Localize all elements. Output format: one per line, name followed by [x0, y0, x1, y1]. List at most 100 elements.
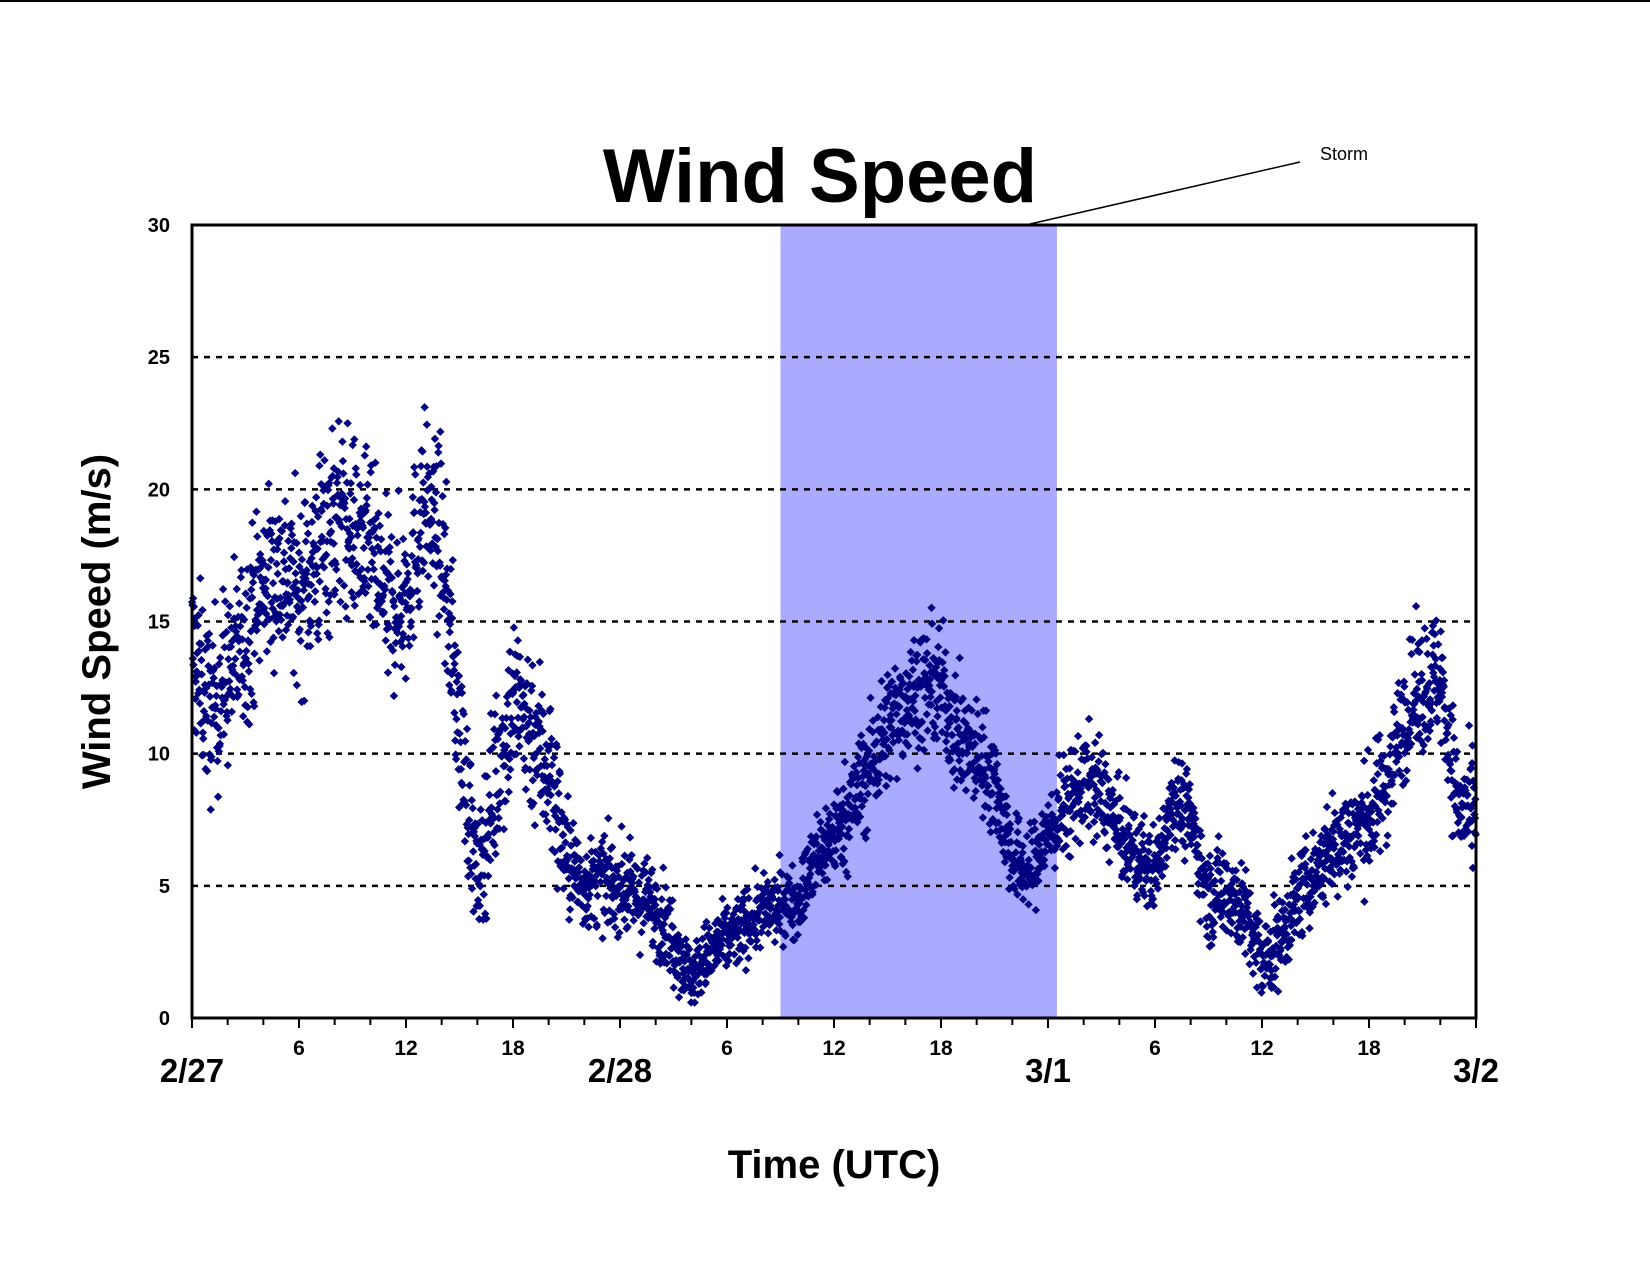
data-point — [1387, 780, 1397, 789]
data-point — [1333, 820, 1342, 829]
data-point — [1225, 895, 1235, 904]
data-point — [1402, 698, 1412, 707]
data-point — [1202, 881, 1211, 891]
data-point — [309, 546, 319, 556]
data-point — [811, 880, 821, 890]
data-point — [1171, 791, 1180, 801]
data-point — [1204, 933, 1214, 942]
data-point — [299, 696, 309, 705]
data-point — [913, 764, 922, 773]
data-point — [532, 770, 542, 780]
data-point — [931, 656, 940, 666]
data-point — [1002, 822, 1012, 831]
data-point — [228, 661, 238, 670]
data-point — [300, 497, 310, 507]
data-point — [1022, 832, 1032, 841]
data-point — [698, 958, 708, 968]
data-point — [654, 943, 663, 953]
data-point — [1180, 856, 1189, 866]
data-point — [1167, 809, 1177, 819]
data-point — [457, 688, 467, 698]
data-point — [1073, 731, 1083, 741]
data-point — [267, 529, 276, 538]
data-point — [517, 703, 526, 712]
data-point — [1323, 846, 1332, 855]
data-point — [392, 538, 402, 547]
data-point — [433, 546, 443, 556]
data-point — [311, 493, 321, 502]
data-point — [751, 943, 761, 952]
data-point — [360, 577, 369, 586]
data-point — [1396, 690, 1406, 699]
data-point — [1373, 817, 1382, 827]
data-point — [574, 887, 584, 896]
data-point — [568, 893, 577, 902]
data-point — [1457, 799, 1467, 808]
data-point — [459, 709, 468, 719]
data-point — [925, 661, 934, 670]
data-point — [248, 578, 258, 587]
data-point — [315, 577, 324, 586]
data-point — [1240, 924, 1249, 934]
data-point — [1050, 845, 1059, 854]
data-point — [1235, 937, 1245, 947]
data-point — [1385, 750, 1395, 759]
data-point — [1419, 697, 1428, 707]
data-point — [304, 628, 313, 637]
data-point — [1293, 883, 1303, 893]
data-point — [313, 629, 322, 638]
data-point — [700, 922, 709, 932]
data-point — [1248, 928, 1257, 937]
data-point — [1178, 814, 1187, 823]
data-point — [677, 941, 686, 951]
data-point — [1191, 822, 1200, 832]
data-point — [1001, 792, 1011, 801]
data-point — [1467, 758, 1477, 768]
data-point — [249, 698, 258, 707]
data-point — [866, 775, 876, 785]
data-point — [990, 769, 999, 779]
data-point — [1184, 785, 1194, 794]
data-point — [371, 458, 380, 467]
data-point — [222, 707, 232, 717]
data-point — [329, 499, 338, 508]
data-point — [385, 543, 394, 552]
data-point — [350, 435, 359, 444]
data-point — [1459, 831, 1469, 841]
data-point — [340, 499, 349, 508]
data-point — [1098, 748, 1108, 758]
data-point — [1430, 629, 1439, 639]
data-point — [586, 833, 596, 843]
data-point — [412, 563, 422, 573]
data-point — [1383, 807, 1393, 817]
data-point — [1306, 854, 1316, 864]
data-point — [952, 775, 962, 784]
data-point — [1443, 750, 1453, 760]
data-point — [925, 675, 935, 684]
data-point — [1246, 941, 1256, 950]
data-point — [521, 682, 530, 691]
data-point — [561, 838, 570, 847]
data-point — [615, 928, 624, 938]
data-point — [953, 739, 963, 748]
data-point — [583, 901, 592, 911]
data-point — [242, 603, 251, 612]
data-point — [888, 731, 897, 740]
data-point — [406, 622, 415, 631]
data-point — [1364, 809, 1373, 818]
data-point — [1322, 802, 1332, 812]
data-point — [357, 517, 366, 527]
data-point — [552, 805, 561, 814]
data-point — [449, 666, 459, 675]
data-point — [1225, 884, 1234, 894]
data-point — [446, 564, 455, 574]
data-point — [498, 741, 508, 750]
data-point — [1361, 820, 1370, 830]
data-point — [469, 847, 478, 856]
data-point — [1081, 805, 1090, 814]
data-point — [295, 625, 304, 634]
data-point — [1365, 856, 1374, 866]
data-point — [1437, 688, 1447, 697]
data-point — [1193, 869, 1203, 878]
data-point — [1015, 840, 1024, 849]
